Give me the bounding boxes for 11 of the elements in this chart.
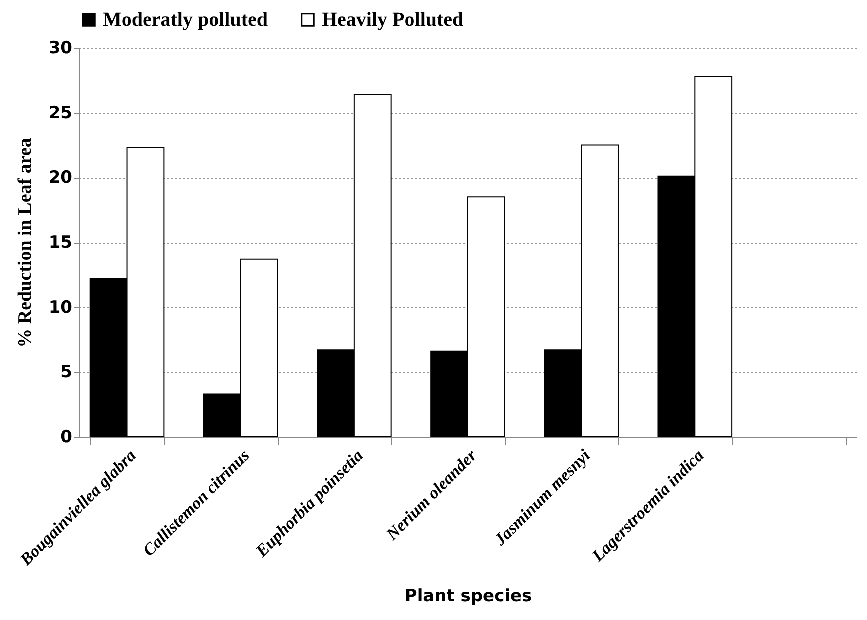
y-tick-label: 10 bbox=[48, 298, 73, 318]
y-axis-title: % Reduction in Leaf area bbox=[14, 138, 36, 348]
y-tick-label: 0 bbox=[60, 428, 73, 448]
y-tick-label: 15 bbox=[48, 233, 72, 253]
x-axis-title: Plant species bbox=[404, 586, 532, 607]
y-tick-label: 30 bbox=[48, 38, 73, 58]
y-tick-label: 25 bbox=[48, 103, 72, 124]
legend-label: Heavily Polluted bbox=[322, 9, 464, 31]
legend-label: Moderatly polluted bbox=[103, 9, 268, 31]
y-tick-label: 5 bbox=[60, 362, 72, 383]
y-tick-label: 20 bbox=[48, 168, 73, 188]
